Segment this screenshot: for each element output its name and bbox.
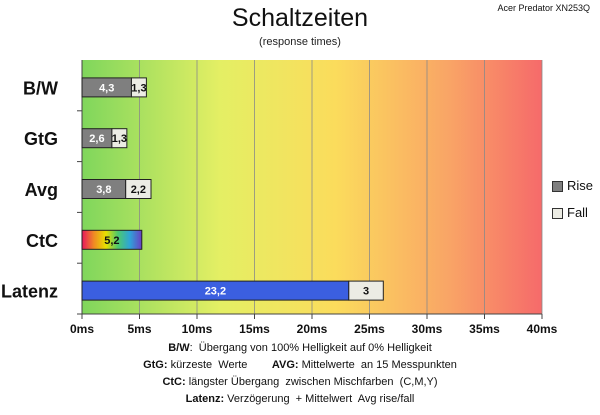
chart-subtitle: (response times) <box>259 36 341 48</box>
bar-rise-label: 2,6 <box>89 133 104 145</box>
category-label: CtC <box>26 231 58 251</box>
category-label: Latenz <box>1 282 58 302</box>
bar-fall-label: 1,3 <box>112 133 127 145</box>
legend-rise: Rise <box>552 178 593 193</box>
monitor-model: Acer Predator XN253Q <box>497 3 590 13</box>
legend-rise-swatch <box>552 181 563 193</box>
footnote-gtg-avg: GtG: kürzeste Werte AVG: Mittelwerte an … <box>0 359 600 371</box>
footnote-gtg-key: GtG: <box>143 359 168 371</box>
bar-fall <box>348 280 384 301</box>
footnote-latenz-text: Verzögerung + Mittelwert Avg rise/fall <box>224 393 415 405</box>
footnote-bw: B/W: Übergang von 100% Helligkeit auf 0%… <box>0 342 600 354</box>
bar-rise-label: 5,2 <box>104 235 119 247</box>
x-tick-label: 20ms <box>297 322 328 336</box>
bar-fall <box>125 179 152 199</box>
x-tick-label: 5ms <box>127 322 151 336</box>
footnote-gtg-text: kürzeste Werte <box>167 359 272 371</box>
bar-fall-label: 3 <box>363 286 369 298</box>
chart-title: Schaltzeiten <box>231 4 369 32</box>
legend-fall: Fall <box>552 205 588 220</box>
category-label: Avg <box>25 180 58 200</box>
bar-rise-label: 3,8 <box>96 184 111 196</box>
category-label: GtG <box>24 129 58 149</box>
footnote-ctc-key: CtC: <box>162 376 186 388</box>
x-tick-label: 25ms <box>354 322 385 336</box>
bar-fall-label: 2,2 <box>131 184 146 196</box>
footnote-avg-key: AVG: <box>271 359 299 371</box>
legend-fall-swatch <box>552 208 563 220</box>
x-tick-label: 40ms <box>527 322 558 336</box>
footnote-avg-text: Mittelwerte an 15 Messpunkten <box>298 359 457 371</box>
bar-fall <box>130 77 147 98</box>
x-tick-label: 10ms <box>182 322 213 336</box>
legend-fall-label: Fall <box>567 205 588 220</box>
bar-rise-label: 23,2 <box>205 286 226 298</box>
footnote-latenz: Latenz: Verzögerung + Mittelwert Avg ris… <box>0 393 600 405</box>
x-tick-label: 30ms <box>412 322 443 336</box>
x-tick-label: 35ms <box>469 322 500 336</box>
footnote-ctc-text: längster Übergang zwischen Mischfarben (… <box>185 376 438 388</box>
footnote-bw-key: B/W <box>168 342 190 354</box>
footnote-bw-text: : Übergang von 100% Helligkeit auf 0% He… <box>189 342 432 354</box>
legend-rise-label: Rise <box>567 178 594 193</box>
x-tick-label: 0ms <box>70 322 94 336</box>
footnote-latenz-key: Latenz: <box>185 393 225 405</box>
x-tick-label: 15ms <box>239 322 270 336</box>
bar-rise-label: 4,3 <box>99 82 114 94</box>
footnote-ctc: CtC: längster Übergang zwischen Mischfar… <box>0 376 600 388</box>
bar-fall-label: 1,3 <box>131 82 146 94</box>
bar-rise <box>81 229 143 250</box>
bar-fall <box>111 128 128 149</box>
category-label: B/W <box>23 78 58 98</box>
